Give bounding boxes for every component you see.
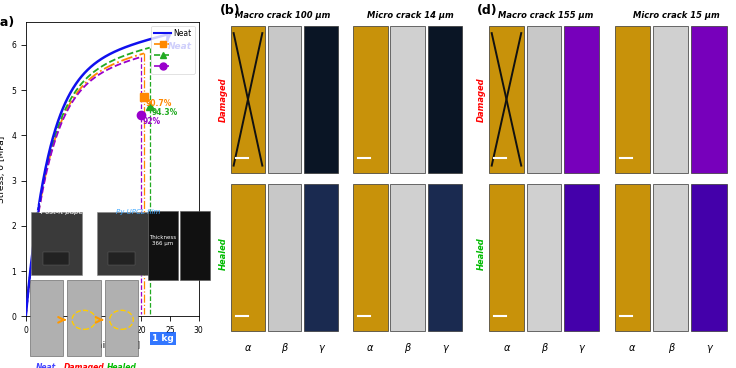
Text: (c): (c)	[26, 202, 45, 215]
Text: Healed: Healed	[219, 238, 228, 270]
X-axis label: Strain, ε [%]: Strain, ε [%]	[84, 341, 141, 350]
Bar	[564, 184, 599, 331]
Text: Healed: Healed	[107, 363, 136, 368]
Bar	[231, 184, 265, 331]
Bar	[564, 26, 599, 173]
Bar	[489, 184, 524, 331]
Text: γ: γ	[706, 343, 712, 353]
Bar	[304, 26, 338, 173]
Text: 94.3%: 94.3%	[152, 108, 177, 117]
Bar	[105, 280, 138, 356]
Text: β: β	[405, 343, 411, 353]
Bar	[526, 26, 562, 173]
Bar	[526, 184, 562, 331]
Y-axis label: Stress, σ [MPa]: Stress, σ [MPa]	[0, 136, 6, 203]
Bar	[180, 210, 210, 280]
Text: α: α	[629, 343, 635, 353]
Text: (a): (a)	[0, 16, 15, 29]
Text: β: β	[281, 343, 288, 353]
Bar	[32, 212, 82, 275]
Bar	[353, 26, 388, 173]
Bar	[428, 26, 462, 173]
Bar	[653, 26, 688, 173]
Bar	[267, 26, 301, 173]
Bar	[43, 252, 69, 265]
Text: γ: γ	[318, 343, 324, 353]
Bar	[615, 184, 650, 331]
Text: (b): (b)	[219, 4, 240, 17]
Bar	[267, 184, 301, 331]
Bar	[691, 26, 727, 173]
Text: Neat: Neat	[168, 42, 192, 51]
Text: Macro crack 155 μm: Macro crack 155 μm	[498, 11, 593, 20]
Bar	[691, 184, 727, 331]
Text: α: α	[503, 343, 509, 353]
Text: Micro crack 15 μm: Micro crack 15 μm	[632, 11, 719, 20]
Bar	[67, 280, 101, 356]
Bar	[428, 184, 462, 331]
Text: Damaged: Damaged	[63, 363, 105, 368]
Bar	[108, 252, 135, 265]
Text: γ: γ	[578, 343, 584, 353]
Bar	[148, 210, 178, 280]
Text: 1 kg: 1 kg	[152, 334, 174, 343]
Bar	[304, 184, 338, 331]
Text: α: α	[245, 343, 251, 353]
Text: Neat: Neat	[36, 363, 57, 368]
Text: Py-UPCL film: Py-UPCL film	[116, 209, 160, 215]
Text: α: α	[367, 343, 373, 353]
Text: Damaged: Damaged	[477, 77, 486, 122]
Text: β: β	[668, 343, 673, 353]
Legend: Neat, , , : Neat, , ,	[152, 26, 195, 74]
Text: Thickness
366 μm: Thickness 366 μm	[149, 235, 177, 246]
Text: Healed: Healed	[477, 238, 486, 270]
Text: β: β	[541, 343, 547, 353]
Bar	[390, 184, 425, 331]
Bar	[231, 26, 265, 173]
Bar	[97, 212, 148, 275]
Text: Macro crack 100 μm: Macro crack 100 μm	[236, 11, 330, 20]
Text: 90.7%: 90.7%	[146, 99, 172, 108]
Text: Damaged: Damaged	[219, 77, 228, 122]
Bar	[353, 184, 388, 331]
Bar	[615, 26, 650, 173]
Text: Micro crack 14 μm: Micro crack 14 μm	[367, 11, 453, 20]
Bar	[489, 26, 524, 173]
Bar	[653, 184, 688, 331]
Text: 92%: 92%	[143, 117, 161, 126]
Bar	[390, 26, 425, 173]
Text: (d): (d)	[478, 4, 498, 17]
Text: Post-it paper: Post-it paper	[41, 209, 85, 215]
Text: γ: γ	[442, 343, 447, 353]
Bar	[29, 280, 63, 356]
